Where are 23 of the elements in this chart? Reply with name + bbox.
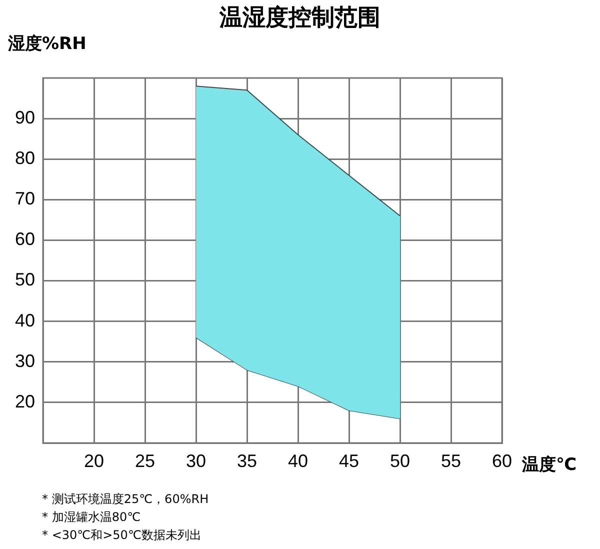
text: * 测试环境温度25℃，60%RH [42, 491, 209, 508]
y-axis-title: 湿度%RH [8, 33, 86, 55]
y-tick-label: 90 [14, 108, 35, 128]
x-tick-label: 40 [288, 450, 308, 471]
x-axis-title: 温度℃ [522, 454, 577, 476]
x-tick-label: 60 [492, 450, 512, 471]
x-tick-label: 50 [390, 450, 410, 471]
x-tick-label: 55 [440, 450, 462, 471]
x-tick-label: 35 [236, 450, 258, 471]
y-tick-label: 60 [14, 229, 35, 250]
text: * <30℃和>50℃数据未列出 [42, 527, 202, 544]
y-tick-label: 40 [14, 310, 35, 330]
x-tick-label: 25 [134, 450, 156, 471]
x-tick-label: 20 [84, 450, 104, 471]
x-tick-label: 30 [186, 450, 206, 471]
y-tick-label: 20 [14, 391, 35, 412]
x-tick-label: 45 [338, 450, 360, 471]
y-tick-label: 70 [14, 188, 35, 209]
y-tick-label: 30 [14, 350, 35, 371]
y-tick-label: 80 [14, 148, 35, 168]
text: * 加湿罐水温80℃ [42, 509, 142, 526]
chart-title: 温湿度控制范围 [218, 4, 382, 33]
y-tick-label: 50 [14, 270, 35, 290]
